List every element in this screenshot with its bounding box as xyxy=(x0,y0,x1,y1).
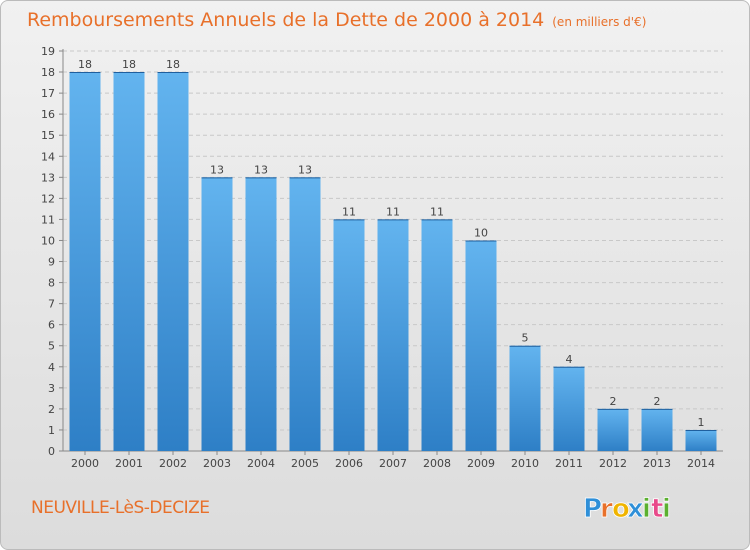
y-tick-label: 18 xyxy=(41,66,55,79)
bar-value-label: 2 xyxy=(610,395,617,408)
chart-title-main: Remboursements Annuels de la Dette de 20… xyxy=(27,9,545,31)
bar xyxy=(465,240,497,451)
bar xyxy=(113,72,145,451)
bar-value-label: 11 xyxy=(342,205,356,218)
y-tick-label: 12 xyxy=(41,192,55,205)
location-name: NEUVILLE-LèS-DECIZE xyxy=(31,498,210,518)
y-tick-label: 6 xyxy=(48,319,55,332)
bar-value-label: 11 xyxy=(430,205,444,218)
bar-value-label: 18 xyxy=(122,58,136,71)
x-tick-label: 2002 xyxy=(159,457,187,470)
bar-value-label: 4 xyxy=(566,353,573,366)
x-tick-label: 2013 xyxy=(643,457,671,470)
x-tick-label: 2011 xyxy=(555,457,583,470)
y-tick-label: 2 xyxy=(48,403,55,416)
bar xyxy=(553,366,585,451)
bar xyxy=(377,219,409,451)
bar xyxy=(333,219,365,451)
logo-letter: r xyxy=(600,494,613,524)
y-tick-label: 1 xyxy=(48,424,55,437)
bar-value-label: 13 xyxy=(298,163,312,176)
y-tick-label: 9 xyxy=(48,256,55,269)
x-tick-label: 2008 xyxy=(423,457,451,470)
bar-value-label: 13 xyxy=(210,163,224,176)
chart-title: Remboursements Annuels de la Dette de 20… xyxy=(27,9,646,31)
logo-letter: i xyxy=(662,494,671,524)
x-tick-label: 2014 xyxy=(687,457,715,470)
logo-letter: x xyxy=(627,494,644,524)
bar-value-label: 5 xyxy=(522,332,529,345)
y-tick-label: 8 xyxy=(48,277,55,290)
x-tick-label: 2012 xyxy=(599,457,627,470)
x-tick-label: 2006 xyxy=(335,457,363,470)
bar xyxy=(201,177,233,451)
chart-title-unit: (en milliers d'€) xyxy=(552,15,647,29)
y-tick-label: 4 xyxy=(48,361,55,374)
x-tick-label: 2007 xyxy=(379,457,407,470)
bar-value-label: 18 xyxy=(166,58,180,71)
x-tick-label: 2003 xyxy=(203,457,231,470)
x-tick-label: 2000 xyxy=(71,457,99,470)
x-tick-label: 2009 xyxy=(467,457,495,470)
y-tick-label: 13 xyxy=(41,171,55,184)
bar xyxy=(421,219,453,451)
logo-letter: o xyxy=(612,494,630,524)
bar xyxy=(685,429,717,451)
bar xyxy=(69,72,101,451)
y-tick-label: 11 xyxy=(41,213,55,226)
bar xyxy=(289,177,321,451)
x-tick-label: 2010 xyxy=(511,457,539,470)
bar-value-label: 13 xyxy=(254,163,268,176)
x-tick-label: 2001 xyxy=(115,457,143,470)
logo-letter: P xyxy=(583,494,602,524)
y-tick-label: 10 xyxy=(41,234,55,247)
bar-value-label: 2 xyxy=(654,395,661,408)
y-tick-label: 15 xyxy=(41,129,55,142)
bar xyxy=(597,408,629,451)
x-tick-label: 2004 xyxy=(247,457,275,470)
y-tick-label: 19 xyxy=(41,45,55,58)
proxiti-logo: Pr oxi ti xyxy=(583,494,672,525)
y-tick-label: 0 xyxy=(48,445,55,458)
bar-value-label: 18 xyxy=(78,58,92,71)
y-tick-label: 3 xyxy=(48,382,55,395)
bar-value-label: 11 xyxy=(386,205,400,218)
y-tick-label: 7 xyxy=(48,298,55,311)
y-tick-label: 17 xyxy=(41,87,55,100)
bar xyxy=(641,408,673,451)
logo-letter: t xyxy=(651,494,663,524)
y-tick-label: 5 xyxy=(48,340,55,353)
x-tick-label: 2005 xyxy=(291,457,319,470)
y-tick-label: 14 xyxy=(41,150,55,163)
bar-chart: 0123456789101112131415161718191820001820… xyxy=(41,45,723,470)
bar xyxy=(157,72,189,451)
bar xyxy=(509,345,541,451)
bar-value-label: 10 xyxy=(474,226,488,239)
logo-letter: i xyxy=(642,494,651,524)
bar xyxy=(245,177,277,451)
y-tick-label: 16 xyxy=(41,108,55,121)
bar-value-label: 1 xyxy=(698,416,705,429)
